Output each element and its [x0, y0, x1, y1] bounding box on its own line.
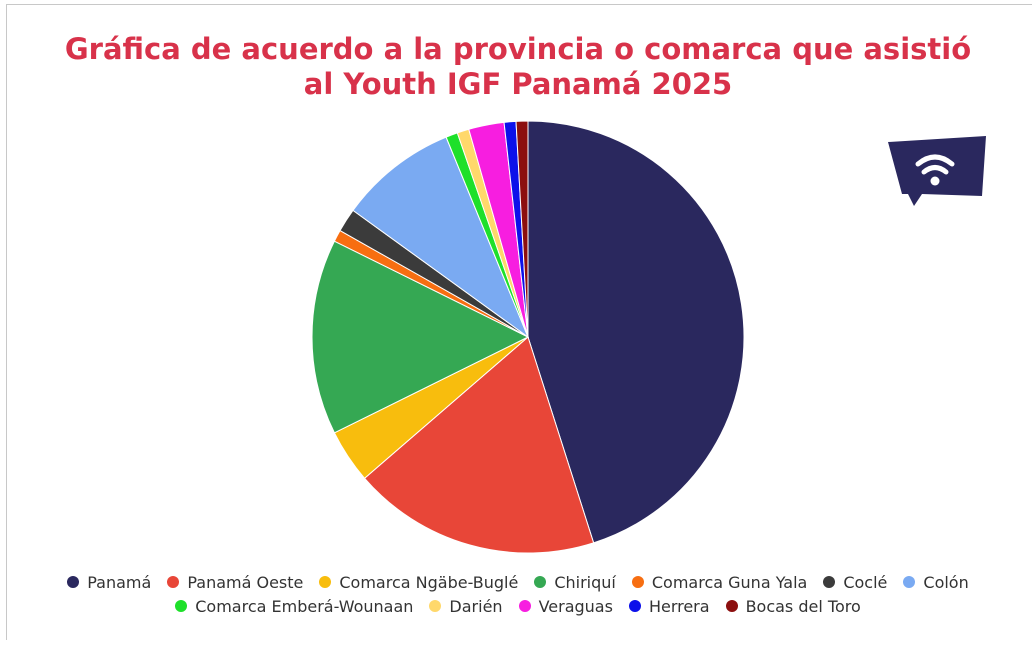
legend-marker: [175, 600, 188, 612]
pie-slice-colon: [352, 136, 530, 339]
legend-label: Coclé: [843, 572, 888, 592]
legend-marker: [628, 600, 641, 612]
legend-item[interactable]: Comarca Emberá-Wounaan: [175, 597, 413, 616]
legend-item[interactable]: Colón: [903, 572, 969, 592]
chart-frame: [6, 4, 1032, 640]
legend-label: Darién: [449, 596, 503, 616]
legend-marker: [823, 576, 836, 588]
legend-item[interactable]: Chiriquí: [534, 573, 616, 592]
chart-legend: Panamá Panamá Oeste Comarca Ngäbe-Buglé Chi…: [0, 570, 1036, 618]
legend-label: Comarca Ngäbe-Buglé: [339, 572, 519, 592]
legend-label: Veraguas: [538, 596, 613, 616]
legend-item[interactable]: Coclé: [823, 573, 887, 592]
pie-slice-panama: [527, 120, 745, 544]
pie-slice-bocas-del-toro: [515, 120, 529, 338]
chart-title-line-2: al Youth IGF Panamá 2025: [303, 67, 733, 101]
legend-label: Chiriquí: [554, 572, 616, 592]
legend-marker: [429, 600, 442, 612]
legend-label: Comarca Guna Yala: [651, 572, 808, 592]
legend-marker: [167, 576, 180, 588]
legend-row: Comarca Emberá-Wounaan Darién Veraguas Herr…: [0, 594, 1036, 618]
legend-marker: [631, 576, 644, 588]
legend-item[interactable]: Panamá: [67, 573, 151, 592]
legend-item[interactable]: Bocas del Toro: [725, 596, 861, 616]
legend-label: Panamá: [87, 572, 152, 592]
legend-label: Herrera: [648, 596, 710, 616]
legend-marker: [903, 576, 916, 588]
legend-item[interactable]: Comarca Guna Yala: [631, 572, 808, 592]
legend-marker: [534, 576, 547, 588]
legend-item[interactable]: Veraguas: [518, 596, 613, 616]
legend-marker: [67, 576, 80, 588]
chart-title-line-1: Gráfica de acuerdo a la provincia o coma…: [64, 32, 972, 66]
legend-marker: [319, 576, 332, 588]
legend-item[interactable]: Herrera: [628, 596, 710, 616]
pie-slice-chiriqui: [311, 240, 530, 434]
legend-item[interactable]: Panamá Oeste: [167, 573, 303, 592]
legend-row: Panamá Panamá Oeste Comarca Ngäbe-Buglé Chi…: [0, 570, 1036, 594]
legend-label: Panamá Oeste: [187, 572, 304, 592]
legend-marker: [518, 600, 531, 612]
legend-label: Bocas del Toro: [745, 596, 861, 616]
pie-slice-panama-oeste: [363, 336, 595, 554]
legend-label: Colón: [923, 572, 969, 592]
legend-item[interactable]: Darién: [429, 596, 503, 616]
wifi-speech-bubble-icon: [888, 136, 986, 206]
chart-title: Gráfica de acuerdo a la provincia o coma…: [0, 32, 1036, 102]
legend-marker: [725, 600, 738, 612]
legend-item[interactable]: Comarca Ngäbe-Buglé: [319, 573, 518, 592]
legend-label: Comarca Emberá-Wounaan: [195, 596, 414, 616]
